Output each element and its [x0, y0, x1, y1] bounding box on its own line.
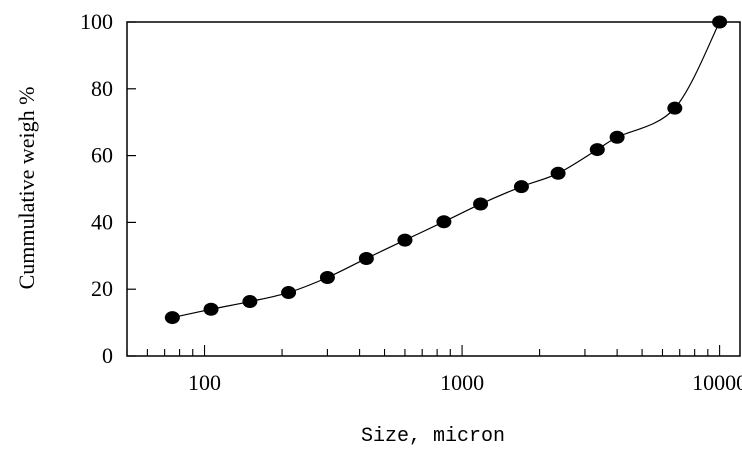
- plot-frame: [126, 21, 741, 357]
- x-tick-label: 1000: [440, 370, 484, 395]
- y-axis: 0 20 40 60 80 100: [80, 9, 136, 368]
- data-point: [358, 251, 374, 265]
- y-tick-label: 100: [80, 9, 113, 34]
- x-tick-label: 10000: [692, 370, 742, 395]
- data-point: [473, 197, 489, 211]
- data-point: [397, 233, 413, 247]
- y-tick-label: 40: [91, 209, 113, 234]
- data-point: [667, 101, 683, 115]
- data-point: [281, 286, 297, 300]
- data-point: [164, 311, 180, 325]
- data-point: [550, 166, 566, 180]
- x-axis: 100 1000 10000: [126, 345, 742, 395]
- data-point: [203, 302, 219, 316]
- y-tick-label: 0: [102, 343, 113, 368]
- data-point: [712, 15, 728, 29]
- x-tick-label: 100: [188, 370, 221, 395]
- data-point: [609, 130, 625, 144]
- fit-curve: [172, 21, 721, 319]
- data-points: [164, 15, 728, 325]
- data-point: [319, 271, 335, 285]
- y-tick-label: 60: [91, 143, 113, 168]
- y-axis-title: Cummulative weigh %: [14, 87, 39, 290]
- y-tick-label: 80: [91, 76, 113, 101]
- y-tick-label: 20: [91, 276, 113, 301]
- data-point: [513, 180, 529, 194]
- data-point: [242, 295, 258, 309]
- data-point: [436, 215, 452, 229]
- data-point: [589, 143, 605, 157]
- x-axis-title: Size, micron: [361, 425, 505, 448]
